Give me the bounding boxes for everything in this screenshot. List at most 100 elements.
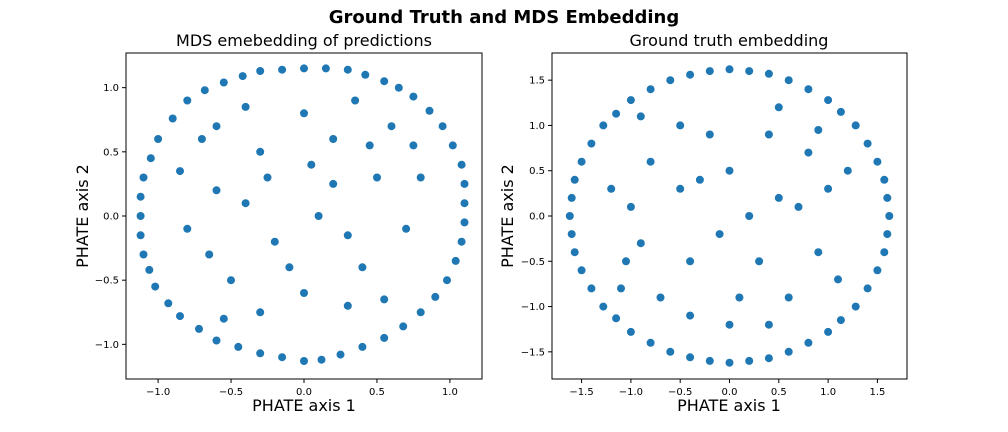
scatter-point xyxy=(380,333,389,342)
y-tick-label: −1.0 xyxy=(95,340,119,351)
scatter-point xyxy=(774,103,783,112)
scatter-point xyxy=(646,338,655,347)
x-axis-label: PHATE axis 1 xyxy=(252,396,356,415)
scatter-point xyxy=(285,263,294,272)
scatter-point xyxy=(666,76,675,85)
scatter-point xyxy=(804,85,813,94)
scatter-point xyxy=(676,184,685,193)
y-tick-label: 1.0 xyxy=(529,121,545,132)
scatter-point xyxy=(824,96,833,105)
scatter-point xyxy=(343,301,352,310)
x-axis-ticks: −1.5 −1.0 −0.5 0.0 0.5 1.0 1.5 xyxy=(569,379,885,398)
scatter-point xyxy=(567,193,576,202)
plot-title: Ground truth embedding xyxy=(630,31,829,50)
scatter-point xyxy=(666,347,675,356)
scatter-point xyxy=(409,92,418,101)
scatter-point xyxy=(705,356,714,365)
scatter-point xyxy=(219,78,228,87)
scatter-point xyxy=(136,192,145,201)
scatter-point xyxy=(636,112,645,121)
scatter-point xyxy=(725,166,734,175)
scatter-point xyxy=(307,160,316,169)
scatter-point xyxy=(626,327,635,336)
scatter-point xyxy=(457,160,466,169)
y-tick-label: −1.5 xyxy=(521,347,545,358)
scatter-point xyxy=(256,308,265,317)
scatter-point xyxy=(636,239,645,248)
scatter-point xyxy=(457,237,466,246)
y-axis-ticks: −1.0 −0.5 0.0 0.5 1.0 xyxy=(95,83,126,351)
scatter-point xyxy=(686,311,695,320)
scatter-point xyxy=(154,135,163,143)
scatter-point xyxy=(883,230,892,239)
scatter-point xyxy=(836,107,845,116)
scatter-point xyxy=(755,257,764,266)
scatter-point xyxy=(622,257,630,266)
scatter-point xyxy=(836,316,845,325)
scatter-point xyxy=(705,130,714,139)
scatter-point xyxy=(168,114,177,123)
x-tick-label: −1.0 xyxy=(619,387,643,398)
scatter-point xyxy=(735,293,744,302)
scatter-point xyxy=(402,224,411,233)
y-tick-label: 0.5 xyxy=(529,166,545,177)
scatter-point xyxy=(300,357,308,365)
scatter-point xyxy=(725,358,734,367)
scatter-point xyxy=(197,135,206,143)
y-tick-label: −1.0 xyxy=(521,302,545,313)
y-axis-ticks: −1.5 −1.0 −0.5 0.0 0.5 1.0 1.5 xyxy=(521,76,552,358)
x-tick-label: −1.0 xyxy=(146,387,170,398)
scatter-point xyxy=(314,212,323,220)
scatter-point xyxy=(695,175,704,184)
x-tick-label: 0.5 xyxy=(771,387,787,398)
y-tick-label: −0.5 xyxy=(95,276,119,287)
y-axis-label: PHATE axis 2 xyxy=(73,164,92,268)
scatter-point xyxy=(380,295,389,304)
x-tick-label: 0.0 xyxy=(722,387,738,398)
scatter-point xyxy=(784,293,793,302)
y-tick-label: −0.5 xyxy=(521,257,545,268)
scatter-point xyxy=(676,121,685,130)
scatter-point xyxy=(145,265,154,274)
plot-mds-embedding: MDS emebedding of predictions −1.0 −0.5 0.… xyxy=(73,31,483,415)
scatter-point xyxy=(212,336,221,345)
scatter-point xyxy=(851,121,860,130)
scatter-point xyxy=(373,173,381,182)
scatter-point xyxy=(843,166,852,175)
scatter-point xyxy=(183,96,192,105)
scatter-point xyxy=(617,284,625,293)
x-tick-label: 0.0 xyxy=(296,387,312,398)
x-axis-ticks: −1.0 −0.5 0.0 0.5 1.0 xyxy=(146,379,458,398)
scatter-point xyxy=(764,320,773,329)
scatter-point xyxy=(416,308,425,317)
plot-title: MDS emebedding of predictions xyxy=(176,31,432,50)
scatter-point xyxy=(263,173,272,182)
scatter-point xyxy=(212,122,221,131)
x-tick-label: −0.5 xyxy=(219,387,243,398)
scatter-point xyxy=(241,102,250,111)
scatter-point xyxy=(146,154,155,163)
scatter-point xyxy=(409,141,418,150)
scatter-point xyxy=(587,284,596,293)
scatter-point xyxy=(587,139,596,148)
scatter-point xyxy=(883,193,892,202)
scatter-point xyxy=(745,67,754,76)
scatter-point xyxy=(577,157,586,166)
scatter-point xyxy=(238,72,247,81)
scatter-point xyxy=(176,167,184,176)
scatter-point xyxy=(646,157,655,166)
scatter-point xyxy=(136,212,145,220)
x-tick-label: −1.5 xyxy=(569,387,593,398)
y-axis-label: PHATE axis 2 xyxy=(498,164,517,268)
scatter-point xyxy=(358,342,367,351)
scatter-point xyxy=(451,256,460,265)
scatter-point xyxy=(212,186,221,195)
scatter-point xyxy=(399,322,408,331)
scatter-point xyxy=(351,96,360,105)
scatter-point xyxy=(863,139,872,148)
scatter-point xyxy=(448,141,457,150)
scatter-point xyxy=(227,276,235,285)
scatter-point xyxy=(234,342,243,351)
scatter-point xyxy=(612,314,621,323)
scatter-point xyxy=(164,299,173,308)
